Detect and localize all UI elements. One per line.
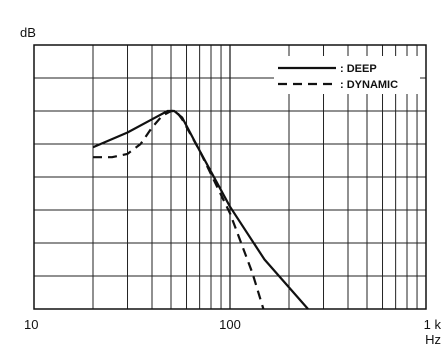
x-tick-label: 100 [219,317,241,332]
series-group [92,109,309,310]
legend-label-dynamic: : DYNAMIC [340,79,398,91]
legend: : DEEP : DYNAMIC [274,56,420,94]
legend-label-deep: : DEEP [340,63,377,75]
y-axis-label: dB [20,25,36,40]
series-line-dynamic [93,109,265,310]
legend-box [274,56,420,94]
x-tick-label: 10 [24,317,38,332]
x-tick-label: 1 k [424,317,442,332]
x-axis-unit: Hz [425,332,441,347]
x-tick-labels: 10 100 1 k [24,317,441,332]
plot-frame [33,44,427,310]
